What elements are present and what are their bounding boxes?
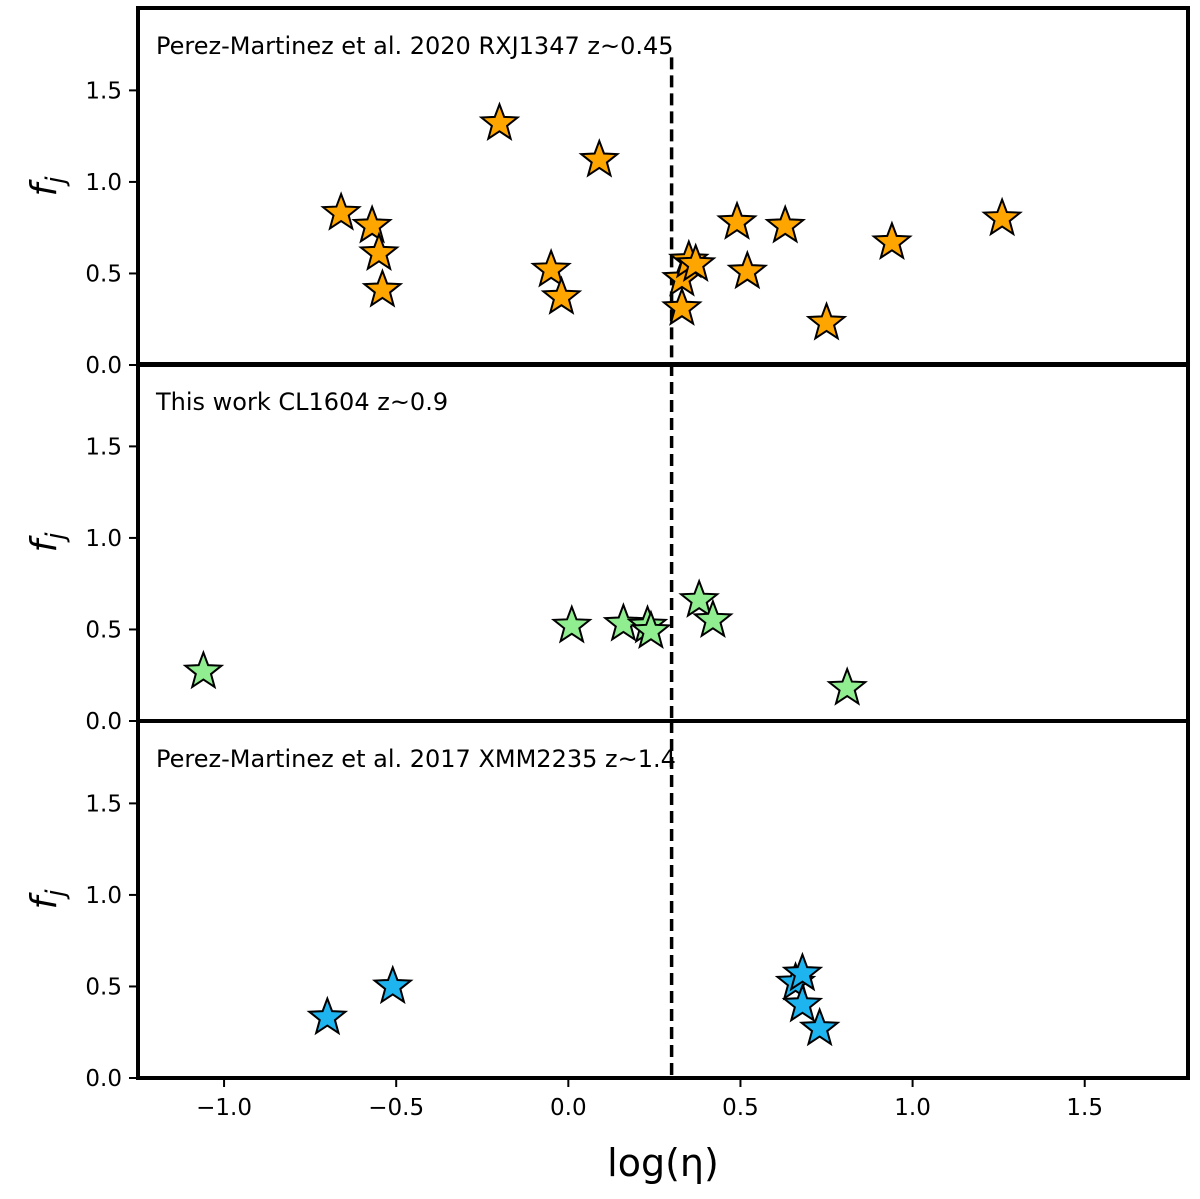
x-tick-label: −1.0: [196, 1095, 252, 1121]
data-point-star: [674, 242, 717, 282]
data-point-star: [361, 268, 404, 308]
data-point-star: [306, 995, 349, 1036]
y-axis-label: fj: [24, 889, 71, 910]
x-axis-label: log(η): [607, 1141, 719, 1185]
data-point-star: [578, 138, 621, 178]
data-point-star: [781, 982, 824, 1023]
data-point-star: [320, 191, 362, 231]
y-tick-label: 1.0: [85, 526, 122, 552]
data-point-star: [550, 603, 593, 644]
y-tick-label: 1.0: [85, 170, 122, 196]
y-tick-label: 1.5: [85, 434, 122, 460]
data-point-star: [805, 301, 848, 341]
data-point-star: [540, 275, 583, 315]
data-point-star: [798, 1006, 841, 1047]
data-point-star: [826, 666, 868, 706]
data-point-star: [530, 247, 572, 288]
x-tick-label: 0.5: [722, 1095, 759, 1121]
data-point-star: [726, 249, 769, 290]
x-tick-label: −0.5: [368, 1095, 424, 1121]
panel-frame: [136, 362, 1190, 723]
data-point-star: [716, 200, 758, 240]
x-tick-label: 1.0: [894, 1095, 931, 1121]
data-point-star: [358, 231, 400, 271]
panel-label: This work CL1604 z~0.9: [155, 388, 448, 416]
y-tick-label: 0.0: [85, 353, 122, 379]
data-point-star: [981, 196, 1023, 237]
data-point-star: [781, 951, 824, 992]
data-point-star: [371, 964, 414, 1005]
data-point-star: [764, 204, 806, 244]
data-point-star: [478, 101, 521, 142]
y-tick-label: 0.5: [85, 617, 122, 643]
y-tick-label: 1.5: [85, 78, 122, 104]
x-tick-label: 1.5: [1066, 1095, 1103, 1121]
y-axis-label: fj: [24, 176, 71, 197]
data-point-star: [630, 609, 672, 649]
y-tick-label: 1.0: [85, 883, 122, 909]
y-tick-label: 1.5: [85, 791, 122, 817]
y-tick-label: 0.0: [85, 1066, 122, 1092]
data-point-star: [602, 602, 645, 642]
y-tick-label: 0.5: [85, 261, 122, 287]
panel-frame: [136, 719, 1190, 1080]
data-point-star: [871, 220, 913, 261]
y-tick-label: 0.5: [85, 974, 122, 1000]
y-tick-label: 0.0: [85, 709, 122, 735]
panel-label: Perez-Martinez et al. 2017 XMM2235 z~1.4: [156, 745, 676, 773]
panel-frame: [136, 6, 1190, 367]
data-point-star: [351, 204, 393, 244]
data-point-star: [182, 649, 225, 690]
panel-label: Perez-Martinez et al. 2020 RXJ1347 z~0.4…: [156, 32, 674, 60]
data-point-star: [678, 578, 720, 618]
data-point-star: [661, 286, 703, 326]
y-axis-label: fj: [24, 532, 71, 553]
data-point-star: [692, 598, 734, 638]
x-tick-label: 0.0: [550, 1095, 587, 1121]
